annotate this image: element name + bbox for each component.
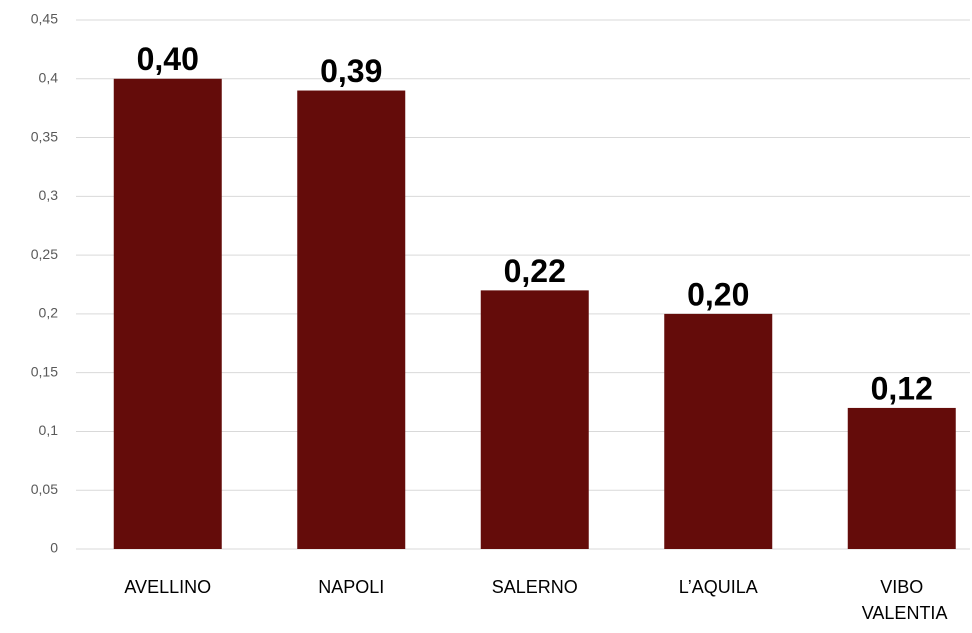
y-tick-label: 0,25 [31, 246, 58, 262]
x-tick-label: AVELLINO [124, 577, 212, 597]
data-label: 0,39 [320, 53, 382, 89]
y-tick-label: 0,4 [39, 69, 59, 85]
x-tick-label: SALERNO [491, 577, 578, 597]
data-label: 0,20 [687, 276, 749, 312]
y-tick-label: 0 [50, 540, 58, 556]
y-tick-label: 0,3 [39, 187, 59, 203]
y-tick-label: 0,2 [39, 305, 59, 321]
bar [297, 90, 406, 550]
bar [847, 407, 956, 549]
y-tick-label: 0,35 [31, 128, 58, 144]
y-tick-label: 0,15 [31, 363, 58, 379]
x-tick-label: L’AQUILA [678, 577, 758, 597]
y-tick-label: 0,1 [39, 422, 59, 438]
bar [480, 290, 589, 549]
data-label: 0,22 [504, 253, 566, 289]
y-tick-label: 0,05 [31, 481, 58, 497]
x-tick-label: VIBO VALENTIA [861, 577, 948, 623]
x-tick-label: NAPOLI [318, 577, 385, 597]
y-tick-label: 0,45 [31, 11, 58, 27]
data-label: 0,12 [871, 370, 933, 406]
data-label: 0,40 [137, 41, 199, 77]
bar [113, 78, 222, 550]
bar [664, 313, 773, 549]
